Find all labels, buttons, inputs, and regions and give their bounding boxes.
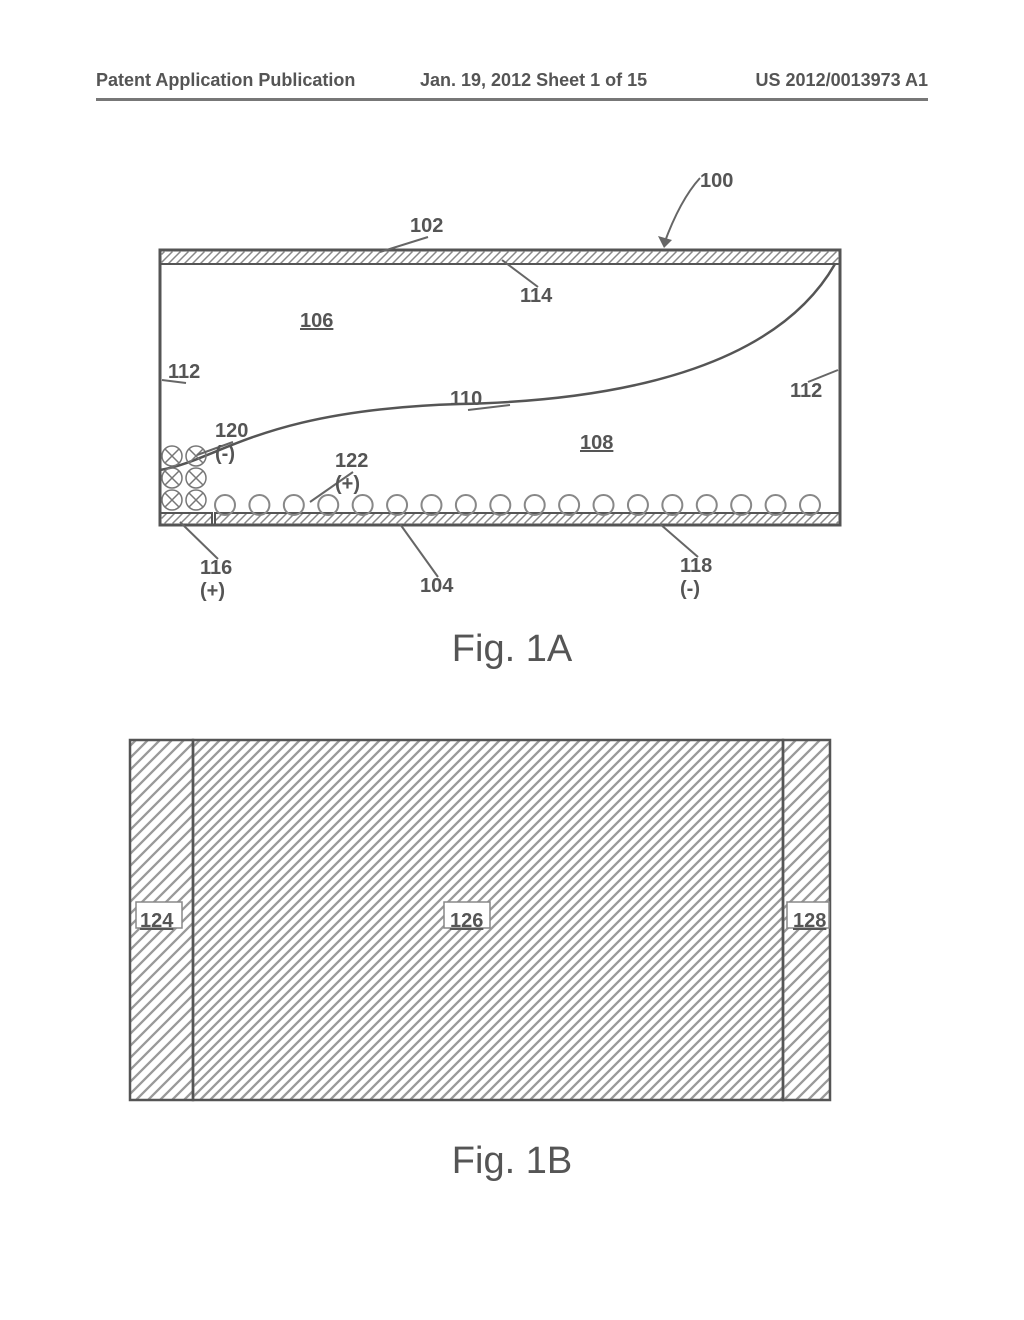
ref-num-1b-2: 128 (793, 910, 826, 933)
figure-1a-svg (0, 0, 1024, 680)
ref-num-1a-8: 120 (-) (215, 420, 248, 466)
ref-num-1a-3: 106 (300, 310, 333, 333)
ref-num-1b-1: 126 (450, 910, 483, 933)
ref-num-1a-7: 112 (790, 380, 822, 403)
ref-num-1b-0: 124 (140, 910, 173, 933)
ref-num-1a-0: 100 (700, 170, 733, 193)
ref-num-1a-9: 122 (+) (335, 450, 368, 496)
ref-num-1a-2: 114 (520, 285, 552, 308)
ref-num-1a-4: 112 (168, 361, 200, 384)
ref-num-1a-12: 118 (-) (680, 555, 712, 601)
ref-num-1a-11: 104 (420, 575, 453, 598)
ref-num-1a-6: 108 (580, 432, 613, 455)
ref-num-1a-10: 116 (+) (200, 557, 232, 603)
ref-num-1a-1: 102 (410, 215, 443, 238)
ref-num-1a-5: 110 (450, 388, 482, 411)
figure-1a-label: Fig. 1A (0, 628, 1024, 671)
figure-1b-label: Fig. 1B (0, 1140, 1024, 1183)
patent-page: Patent Application Publication Jan. 19, … (0, 0, 1024, 1320)
